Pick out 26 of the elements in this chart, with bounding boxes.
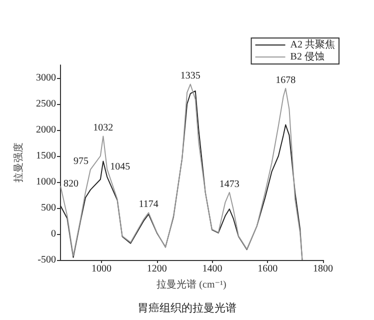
annotation: 1473 [219,178,240,190]
x-tick-label: 1600 [258,264,278,274]
annotation: 975 [73,156,88,168]
legend-label: B2 侵蚀 [290,50,324,62]
y-tick-label: 500 [41,202,56,214]
text: 胃癌组织的拉曼光谱 [138,302,236,314]
y-tick-label: 1000 [36,176,56,188]
annotation: 1174 [138,199,158,210]
annotation: 1032 [93,122,114,134]
y-axis-title: 拉曼强度 [12,142,24,182]
y-tick-label: 0 [51,228,56,240]
x-tick-label: 1200 [146,264,167,274]
y-tick-label: 2500 [36,98,56,110]
x-tick-label: 1800 [313,264,333,274]
annotation: 1335 [180,70,200,82]
annotation: 1045 [110,162,130,172]
x-axis-title: 拉曼光谱 (cm⁻¹) [156,278,226,290]
x-tick-label: 1000 [92,264,112,274]
y-tick-label: -500 [38,254,56,266]
y-tick-label: 2000 [36,124,56,136]
annotation: 820 [64,178,79,190]
x-tick-label: 1400 [202,264,222,274]
annotation: 1678 [276,74,296,86]
y-tick-label: 3000 [36,72,56,84]
legend-label: A2 共聚焦 [290,38,336,50]
y-tick-label: 1500 [36,150,56,162]
